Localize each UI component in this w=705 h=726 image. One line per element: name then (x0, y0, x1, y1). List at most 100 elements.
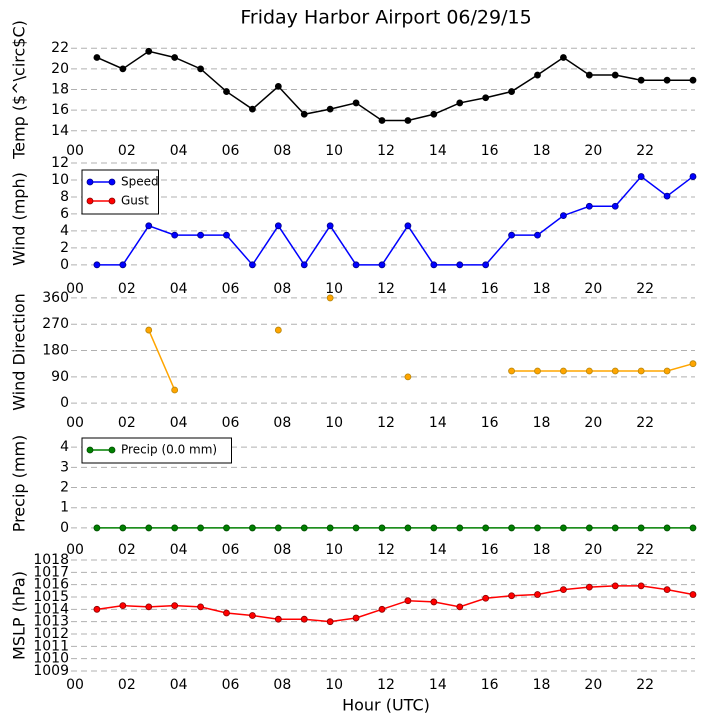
data-point (119, 65, 127, 73)
data-point (585, 367, 593, 375)
legend-marker (108, 178, 116, 186)
data-point (482, 594, 490, 602)
x-tick-label: 06 (222, 542, 240, 558)
y-axis-label: Temp ($^\circ$C) (10, 20, 29, 160)
data-point (534, 591, 541, 598)
data-point (508, 231, 515, 239)
data-point (663, 367, 671, 375)
y-tick-label: 270 (42, 316, 69, 332)
legend-marker (86, 446, 94, 454)
x-tick-label: 00 (66, 415, 84, 431)
x-tick-label: 04 (170, 542, 188, 558)
data-point (482, 524, 490, 532)
data-point (663, 76, 671, 84)
data-point (300, 524, 308, 532)
data-point (274, 615, 282, 623)
data-point (223, 88, 230, 95)
x-tick-label: 16 (481, 143, 499, 159)
data-point (534, 231, 541, 239)
data-point (689, 360, 697, 368)
x-tick-label: 20 (584, 143, 602, 159)
data-point (404, 597, 412, 605)
x-tick-label: 20 (584, 542, 602, 558)
x-tick-label: 10 (325, 143, 343, 159)
data-point (352, 261, 360, 269)
data-point (689, 524, 697, 532)
data-point (663, 586, 671, 593)
y-tick-label: 1013 (33, 614, 69, 630)
x-tick-label: 16 (481, 281, 499, 297)
data-point (456, 99, 464, 107)
legend-label: Speed (121, 175, 159, 189)
data-point (326, 294, 334, 302)
x-tick-label: 20 (584, 415, 602, 431)
data-point (482, 94, 490, 102)
y-tick-label: 90 (51, 369, 69, 385)
data-point (119, 602, 127, 610)
x-tick-label: 08 (273, 677, 291, 693)
data-point (352, 99, 360, 107)
y-tick-label: 0 (60, 520, 69, 536)
x-tick-label: 22 (636, 415, 654, 431)
data-point (611, 524, 619, 532)
data-point (456, 603, 464, 611)
y-axis-label: MSLP (hPa) (10, 571, 29, 660)
data-point (171, 602, 179, 610)
data-point (145, 222, 153, 230)
data-point (430, 598, 438, 606)
data-point (378, 261, 386, 269)
data-point (404, 222, 412, 230)
x-tick-label: 14 (429, 677, 447, 693)
data-point (560, 367, 567, 375)
y-tick-label: 1011 (33, 638, 69, 654)
data-point (508, 524, 515, 532)
x-tick-label: 10 (325, 677, 343, 693)
data-point (274, 524, 282, 532)
y-tick-label: 1009 (33, 663, 69, 679)
data-point (171, 386, 179, 394)
data-point (689, 173, 697, 180)
x-tick-label: 18 (533, 542, 551, 558)
legend-marker (108, 446, 116, 454)
data-point (119, 261, 127, 269)
data-point (585, 202, 593, 210)
data-point (689, 76, 697, 84)
data-point (274, 326, 282, 334)
x-tick-label: 02 (118, 415, 136, 431)
data-point (689, 591, 697, 598)
y-tick-label: 1014 (33, 601, 69, 617)
data-point (637, 524, 645, 532)
data-point (197, 524, 204, 532)
x-tick-label: 14 (429, 281, 447, 297)
x-axis-label: Hour (UTC) (342, 696, 430, 715)
data-point (585, 583, 593, 591)
data-point (300, 110, 308, 118)
x-tick-label: 02 (118, 143, 136, 159)
data-point (274, 222, 282, 230)
series-line (148, 329, 694, 391)
data-point (352, 524, 360, 532)
data-point (404, 117, 412, 124)
y-tick-label: 6 (60, 206, 69, 222)
data-point (197, 231, 204, 239)
x-tick-label: 12 (377, 143, 395, 159)
x-tick-label: 16 (481, 415, 499, 431)
data-point (249, 261, 256, 269)
x-tick-label: 02 (118, 542, 136, 558)
data-point (663, 524, 671, 532)
data-point (249, 105, 256, 113)
y-tick-label: 14 (51, 123, 69, 139)
data-point (611, 582, 619, 590)
data-point (404, 524, 412, 532)
data-point (300, 615, 308, 623)
x-tick-label: 18 (533, 677, 551, 693)
data-point (378, 117, 386, 124)
x-tick-label: 20 (584, 281, 602, 297)
x-tick-label: 00 (66, 677, 84, 693)
data-point (223, 231, 230, 239)
x-tick-label: 04 (170, 677, 188, 693)
x-tick-label: 10 (325, 542, 343, 558)
data-point (145, 326, 153, 334)
data-point (534, 71, 541, 79)
